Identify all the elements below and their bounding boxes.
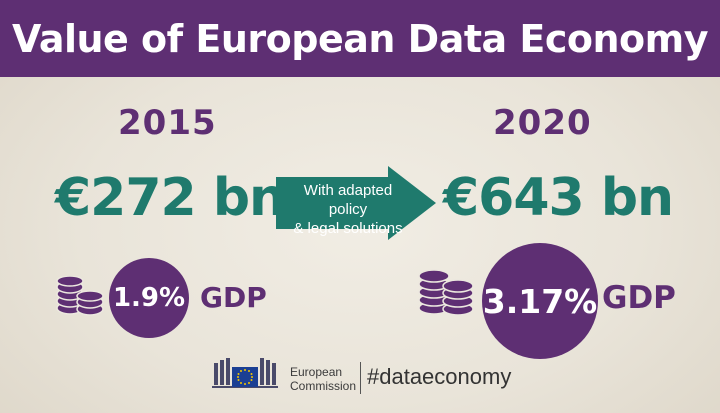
- arrow-icon: [276, 166, 436, 240]
- footer-divider: [360, 362, 361, 394]
- organization-name: European Commission: [290, 365, 356, 393]
- year-2015: 2015: [118, 103, 217, 143]
- european-commission-logo: [212, 358, 278, 388]
- organization-name-line1: European: [290, 365, 343, 379]
- gdp-label-2015: GDP: [200, 281, 267, 314]
- gdp-label-2020: GDP: [602, 280, 676, 316]
- value-2020: €643 bn: [443, 168, 674, 228]
- arrow-caption: With adapted policy & legal solutions: [284, 181, 412, 238]
- organization-name-line2: Commission: [290, 379, 357, 393]
- hashtag: #dataeconomy: [367, 364, 512, 389]
- policy-arrow: With adapted policy & legal solutions: [276, 166, 436, 240]
- coin-stack-icon: [56, 276, 104, 316]
- title-banner: Value of European Data Economy: [0, 0, 720, 77]
- gdp-share-2015: 1.9%: [109, 258, 189, 338]
- arrow-caption-line1: With adapted policy: [303, 182, 393, 218]
- page-title: Value of European Data Economy: [11, 16, 709, 61]
- arrow-caption-line2: & legal solutions: [293, 220, 403, 237]
- gdp-share-2020: 3.17%: [482, 243, 598, 359]
- year-2020: 2020: [493, 103, 592, 143]
- value-2015: €272 bn: [55, 168, 286, 228]
- coin-stack-icon: [418, 269, 474, 316]
